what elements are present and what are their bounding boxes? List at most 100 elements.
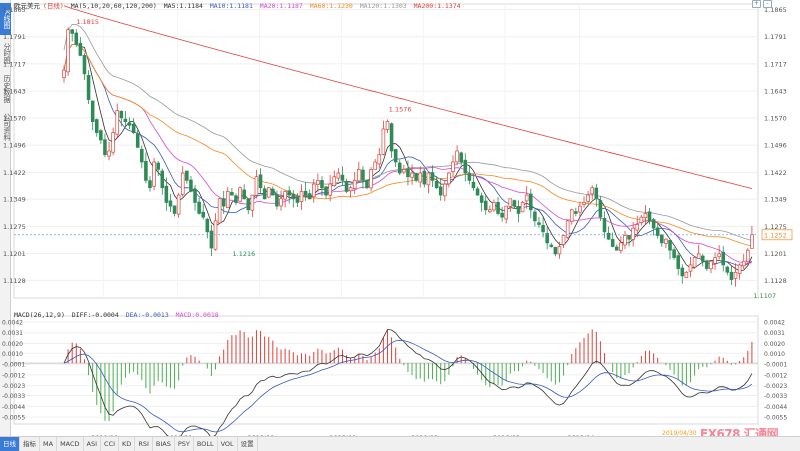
x-tick-label: 2018/10 (91, 434, 118, 436)
candle-body (676, 255, 680, 269)
candlestick-series (62, 27, 754, 287)
x-tick-label: 2018/12 (248, 434, 275, 436)
tab-boll[interactable]: BOLL (194, 437, 218, 451)
ma60-value: MA60:1.1230 (309, 2, 353, 10)
y-tick-left: 1.1128 (3, 277, 26, 285)
candle-body (614, 246, 619, 251)
y-tick-left: 1.1349 (3, 196, 26, 204)
candle-body (320, 180, 324, 189)
candle-body (189, 179, 193, 192)
candle-body (283, 191, 287, 200)
candle-body (217, 198, 222, 224)
macd-tick-right: -0.0044 (764, 404, 787, 411)
candle-body (365, 179, 369, 189)
candle-body (635, 224, 640, 231)
candle-body (459, 152, 463, 163)
zoom-in-icon[interactable]: + (752, 0, 761, 8)
x-tick-label: 2019/01 (329, 434, 356, 436)
candle-body (402, 169, 406, 173)
ma20-line (63, 44, 752, 264)
tab-vol[interactable]: VOL (218, 437, 238, 451)
tab-history[interactable]: 历史数据 (3, 75, 11, 103)
candle-body (488, 209, 492, 213)
candle-body (332, 176, 337, 186)
candle-body (135, 133, 140, 148)
candle-body (369, 169, 373, 189)
candle-body (684, 271, 689, 279)
tab-rsi[interactable]: RSI (135, 437, 153, 451)
y-tick-right: 1.1349 (764, 196, 787, 204)
ma10-value: MA10:1.1181 (209, 2, 253, 10)
candle-body (434, 181, 439, 189)
tab-indicator[interactable]: 指标 (20, 437, 40, 451)
tab-ma[interactable]: MA (40, 437, 58, 451)
candle-body (119, 110, 124, 119)
y-tick-left: 1.1275 (3, 223, 26, 231)
zoom-controls: + - (752, 0, 774, 8)
macd-tick-left: -0.0012 (2, 372, 25, 379)
macd-tick-left: 0.0042 (2, 319, 23, 326)
candle-body (82, 55, 87, 75)
tab-asi[interactable]: ASI (84, 437, 102, 451)
tab-kd[interactable]: KD (119, 437, 136, 451)
candle-body (193, 188, 197, 203)
candle-body (377, 154, 382, 165)
candle-body (696, 253, 701, 259)
candle-body (692, 257, 697, 268)
tab-psy[interactable]: PSY (175, 437, 194, 451)
tab-company[interactable]: 公司资料 (3, 113, 11, 141)
candle-body (680, 267, 685, 277)
macd-tick-left: -0.0023 (2, 383, 25, 390)
candle-body (660, 234, 664, 244)
tab-timeshare[interactable]: 分时图 (3, 42, 11, 64)
candle-body (750, 234, 754, 249)
candle-body (90, 100, 95, 122)
candle-body (733, 271, 738, 279)
candle-body (140, 148, 144, 163)
candle-body (271, 188, 275, 196)
candle-body (651, 219, 656, 229)
candle-body (291, 193, 296, 200)
candle-body (266, 187, 271, 198)
x-tick-label: 2019/02 (411, 434, 438, 436)
zoom-out-icon[interactable]: - (763, 0, 772, 8)
macd-tick-left: 0.0031 (2, 330, 23, 337)
candle-body (156, 162, 160, 170)
candle-body (541, 225, 545, 233)
candle-body (524, 194, 529, 202)
extreme-label: 1.1216 (233, 250, 256, 258)
current-price-label: 1.1252 (764, 231, 787, 239)
y-tick-right: 1.1275 (764, 223, 787, 231)
candle-body (328, 183, 332, 196)
y-tick-right: 1.1865 (764, 6, 787, 14)
candle-body (295, 196, 300, 203)
candle-body (246, 198, 251, 211)
price-chart[interactable]: 1.1865 1.1865 1.1791 1.1791 1.1717 1.1717 1.16… (0, 0, 800, 436)
tab-kline[interactable]: K线图 (0, 3, 11, 35)
macd-value: MACD:0.0018 (175, 311, 219, 319)
candle-body (94, 119, 99, 133)
candle-body (275, 194, 279, 207)
candle-body (574, 211, 578, 214)
candle-body (254, 176, 259, 196)
macd-tick-right: 0.0031 (764, 330, 785, 337)
candle-body (709, 260, 713, 270)
macd-params: MACD(26,12,9) (14, 311, 65, 319)
candle-body (643, 213, 648, 219)
tab-macd[interactable]: MACD (57, 437, 84, 451)
candle-body (520, 202, 525, 213)
candle-body (311, 183, 316, 198)
candle-body (209, 230, 214, 249)
macd-tick-right: 0.0042 (764, 319, 785, 326)
candle-body (406, 168, 410, 178)
candle-body (168, 200, 173, 207)
tab-settings[interactable]: 设置 (238, 437, 258, 451)
tab-bias[interactable]: BIAS (153, 437, 175, 451)
ma200-line (63, 5, 753, 189)
y-tick-left: 1.1570 (3, 114, 26, 122)
tab-daily[interactable]: 日线 (0, 437, 20, 451)
ma200-value: MA200:1.1374 (413, 2, 461, 10)
candle-body (410, 172, 414, 178)
candle-body (389, 123, 394, 152)
tab-cci[interactable]: CCI (101, 437, 120, 451)
